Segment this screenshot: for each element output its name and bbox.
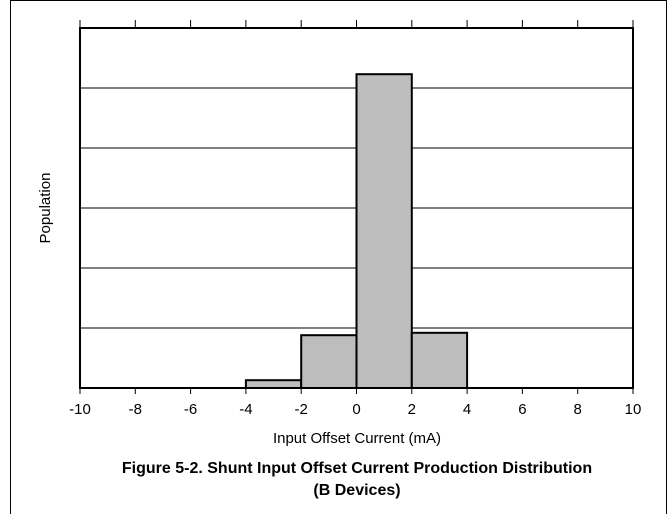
x-tick-label: 6	[518, 401, 526, 418]
chart-title: Figure 5-2. Shunt Input Offset Current P…	[122, 460, 592, 477]
x-tick-label: -2	[295, 401, 308, 418]
bar	[244, 379, 303, 390]
bar	[355, 73, 413, 389]
chart-title: (B Devices)	[313, 482, 400, 499]
x-tick-label: 4	[463, 401, 471, 418]
x-tick-label: 8	[574, 401, 582, 418]
bar	[410, 331, 469, 389]
x-tick-label: 0	[352, 401, 360, 418]
y-axis-label: Population	[37, 173, 54, 244]
x-tick-label: 10	[625, 401, 642, 418]
x-axis-label: Input Offset Current (mA)	[273, 430, 441, 447]
x-tick-label: -10	[69, 401, 91, 418]
x-tick-label: -8	[129, 401, 142, 418]
bar	[300, 334, 358, 390]
x-tick-label: -4	[239, 401, 252, 418]
x-tick-label: 2	[408, 401, 416, 418]
x-tick-label: -6	[184, 401, 197, 418]
